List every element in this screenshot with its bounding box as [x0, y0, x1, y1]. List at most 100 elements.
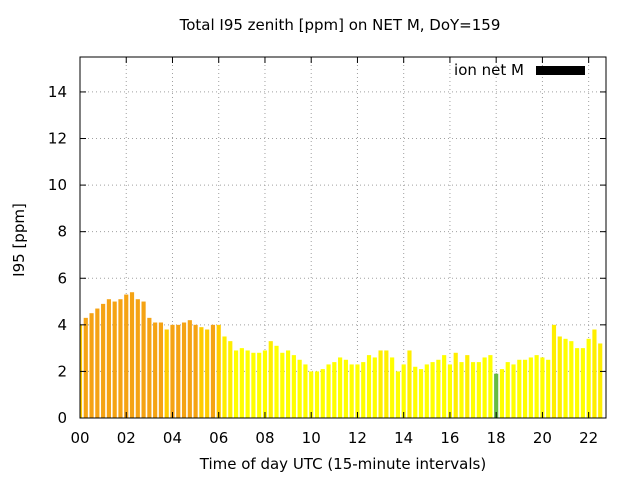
bar — [499, 369, 505, 418]
y-tick-label: 8 — [57, 223, 67, 241]
legend-swatch — [536, 66, 585, 75]
y-tick-label: 4 — [57, 316, 67, 334]
bar — [314, 371, 320, 418]
bar — [522, 359, 528, 418]
x-tick-label: 16 — [440, 429, 459, 447]
bar — [176, 324, 181, 418]
bar — [181, 322, 187, 418]
x-tick-label: 00 — [70, 429, 89, 447]
bar — [366, 355, 372, 418]
bar — [89, 313, 94, 418]
bar — [557, 336, 562, 418]
bar — [459, 362, 464, 418]
y-axis-label: I95 [ppm] — [10, 203, 28, 277]
bar — [309, 371, 314, 418]
bar — [430, 362, 435, 418]
bar — [424, 364, 429, 418]
bar — [187, 320, 192, 418]
bar — [286, 350, 291, 418]
bar — [465, 355, 470, 418]
bar — [193, 324, 198, 418]
bar — [135, 299, 140, 418]
bar — [205, 329, 210, 418]
x-tick-label: 12 — [348, 429, 367, 447]
bar — [575, 348, 580, 418]
bar — [106, 299, 111, 418]
bar — [320, 369, 325, 418]
bar — [147, 317, 152, 418]
bar — [129, 292, 135, 418]
legend-label: ion net M — [454, 61, 524, 79]
bar — [199, 327, 204, 418]
y-tick-label: 6 — [57, 269, 67, 287]
plot-border — [79, 56, 607, 419]
x-axis-label: Time of day UTC (15-minute intervals) — [199, 455, 487, 473]
bar — [401, 364, 406, 418]
bar — [216, 324, 221, 418]
bar — [233, 350, 239, 418]
bar — [251, 352, 256, 418]
bar — [540, 357, 545, 418]
bars-layer — [80, 292, 603, 418]
bar — [586, 338, 591, 418]
bar — [395, 371, 400, 418]
y-tick-label: 10 — [48, 176, 67, 194]
bar — [442, 355, 447, 418]
x-tick-label: 18 — [487, 429, 506, 447]
bar — [245, 350, 250, 418]
bar — [413, 366, 418, 418]
bar — [534, 355, 539, 418]
bar — [436, 359, 441, 418]
bar — [349, 364, 354, 418]
bar — [488, 355, 493, 418]
bar — [482, 357, 487, 418]
bar — [222, 336, 227, 418]
bar — [378, 350, 383, 418]
bar — [118, 299, 123, 418]
bar — [453, 352, 458, 418]
y-tick-label: 0 — [57, 409, 67, 427]
bar — [95, 308, 100, 418]
bar — [332, 362, 337, 418]
bar — [384, 350, 389, 418]
bar — [257, 352, 262, 418]
bar — [355, 364, 360, 418]
bar — [280, 352, 285, 418]
bar — [291, 355, 296, 418]
x-tick-label: 10 — [302, 429, 321, 447]
bar — [228, 341, 233, 418]
bar — [447, 364, 453, 418]
bar — [274, 345, 279, 418]
x-tick-label: 14 — [394, 429, 413, 447]
bar — [164, 329, 169, 418]
bar — [112, 301, 117, 418]
bar — [343, 359, 348, 418]
bar — [153, 322, 158, 418]
bar — [141, 301, 146, 418]
bar — [303, 364, 308, 418]
bar — [158, 322, 164, 418]
bar — [546, 359, 551, 418]
chart-title: Total I95 zenith [ppm] on NET M, DoY=159 — [179, 16, 501, 34]
bar — [418, 369, 424, 418]
bar — [580, 348, 585, 418]
bar — [569, 341, 574, 418]
bar — [476, 362, 481, 418]
bar — [326, 364, 331, 418]
y-tick-label: 14 — [48, 83, 67, 101]
bar — [268, 341, 273, 418]
bar — [390, 357, 395, 418]
bar — [551, 324, 557, 418]
bar — [170, 324, 175, 418]
bar — [563, 338, 568, 418]
x-tick-label: 22 — [579, 429, 598, 447]
bar — [598, 343, 603, 418]
bar — [372, 357, 377, 418]
bar — [505, 362, 510, 418]
y-tick-label: 2 — [57, 362, 67, 380]
bar — [262, 350, 268, 418]
bar — [124, 294, 129, 418]
bar — [407, 350, 412, 418]
